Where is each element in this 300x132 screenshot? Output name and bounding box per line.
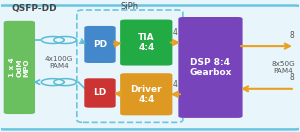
Text: Driver
4:4: Driver 4:4 — [130, 85, 162, 104]
FancyBboxPatch shape — [120, 20, 172, 65]
Text: 4: 4 — [173, 28, 178, 37]
FancyBboxPatch shape — [4, 21, 35, 114]
FancyBboxPatch shape — [0, 6, 300, 129]
Text: TIA
4:4: TIA 4:4 — [138, 33, 154, 52]
Text: PD: PD — [93, 40, 107, 49]
Text: SiPh: SiPh — [121, 2, 139, 11]
Text: 8: 8 — [290, 73, 294, 82]
Text: 4: 4 — [173, 80, 178, 89]
FancyBboxPatch shape — [178, 17, 243, 118]
Text: 8x50G
PAM4: 8x50G PAM4 — [271, 61, 295, 74]
Text: DSP 8:4
Gearbox: DSP 8:4 Gearbox — [189, 58, 232, 77]
FancyBboxPatch shape — [120, 73, 172, 115]
Text: 8: 8 — [290, 31, 294, 40]
Text: 4x100G
PAM4: 4x100G PAM4 — [45, 56, 73, 69]
FancyBboxPatch shape — [84, 26, 116, 63]
Text: QSFP-DD: QSFP-DD — [11, 4, 57, 13]
Text: 1 x 4
OdM
MPO: 1 x 4 OdM MPO — [9, 58, 29, 77]
Text: LD: LD — [93, 88, 106, 98]
FancyBboxPatch shape — [84, 78, 116, 108]
